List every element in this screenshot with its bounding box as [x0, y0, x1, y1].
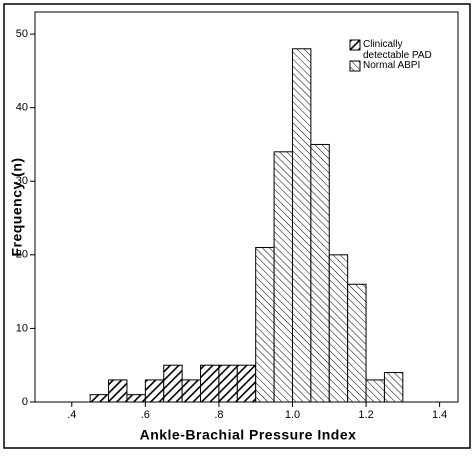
y-tick-label: 50: [16, 28, 28, 40]
bar: [218, 364, 238, 403]
bar: [383, 372, 404, 403]
bar: [273, 151, 293, 403]
y-axis-title: Frequency (n): [9, 157, 25, 256]
legend-label: Clinically detectable PAD: [363, 39, 432, 61]
x-tick-label: 1.0: [285, 409, 300, 421]
bar: [144, 379, 165, 403]
bar: [89, 394, 110, 403]
legend-swatch: [349, 60, 361, 72]
y-tick-label: 30: [16, 175, 28, 187]
bar: [328, 254, 349, 403]
legend-swatch: [349, 39, 361, 51]
y-tick-label: 0: [22, 396, 28, 408]
bar: [236, 364, 257, 403]
x-tick-label: 1.2: [358, 409, 373, 421]
bar: [200, 364, 220, 403]
bar: [255, 246, 275, 403]
x-tick-label: .8: [214, 409, 223, 421]
y-tick-label: 40: [16, 102, 28, 114]
y-tick-label: 20: [16, 249, 28, 261]
legend-label-box: Normal ABPI: [363, 60, 421, 71]
x-tick-label: 1.4: [432, 409, 447, 421]
frame: [3, 3, 471, 449]
bar: [126, 394, 146, 403]
plot-area: [34, 11, 459, 403]
x-tick-label: .4: [67, 409, 76, 421]
legend-label-box: Clinically detectable PAD: [363, 39, 432, 61]
bar: [163, 364, 183, 403]
bar: [347, 283, 367, 403]
bar: [108, 379, 128, 403]
x-tick-label: .6: [141, 409, 150, 421]
bar: [181, 379, 202, 403]
bar: [291, 48, 312, 403]
legend-label: Normal ABPI: [363, 60, 421, 71]
bar: [365, 379, 385, 403]
x-axis-title: Ankle-Brachial Pressure Index: [140, 427, 357, 443]
bar: [310, 143, 330, 403]
y-tick-label: 10: [16, 322, 28, 334]
